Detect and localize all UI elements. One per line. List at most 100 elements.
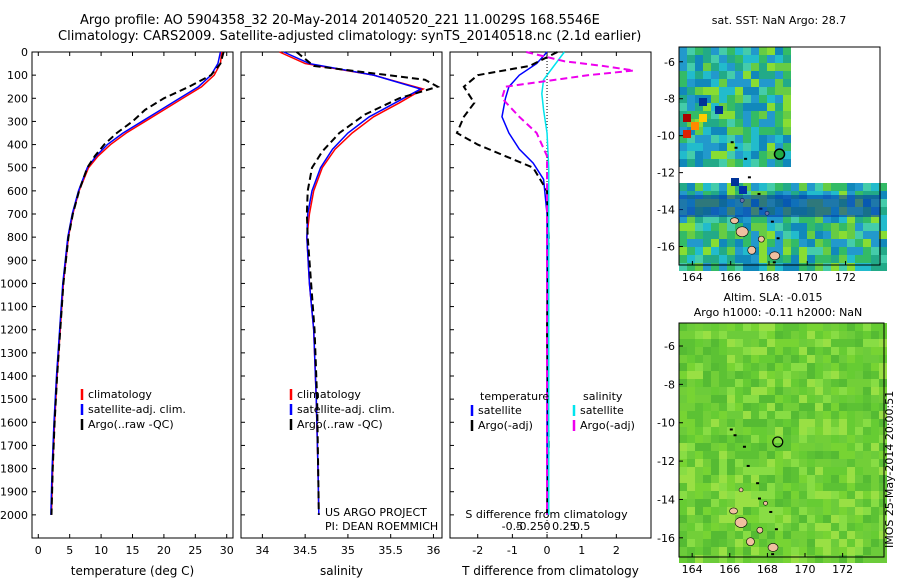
map-cell [775, 135, 783, 143]
map-cell [711, 403, 719, 411]
map-cell [703, 371, 711, 379]
map-cell [847, 323, 855, 331]
map-cell [711, 63, 719, 71]
map-cell [751, 323, 759, 331]
map-cell [679, 499, 687, 507]
map-cell [751, 239, 759, 247]
map-cell [751, 331, 759, 339]
map-cell [831, 555, 839, 563]
map-cell [727, 231, 735, 239]
map-cell [831, 539, 839, 547]
map-cell [823, 395, 831, 403]
map-cell [775, 547, 783, 555]
map-cell [695, 255, 703, 263]
map-cell [871, 255, 879, 263]
legend-label: Argo(..raw -QC) [297, 418, 383, 431]
map-cell [767, 443, 775, 451]
map-cell [759, 47, 767, 55]
map-cell [711, 71, 719, 79]
map-cell [879, 403, 887, 411]
map-cell [863, 515, 871, 523]
map-cell [831, 411, 839, 419]
y-tick-label: 1600 [0, 416, 28, 429]
map-cell [775, 239, 783, 247]
map-cell [759, 467, 767, 475]
map-cell [783, 443, 791, 451]
map-cell [687, 151, 695, 159]
map-cell [831, 515, 839, 523]
map-cell [735, 379, 743, 387]
map-cell [879, 419, 887, 427]
map-cell [855, 419, 863, 427]
map-cell [743, 255, 751, 263]
map-cell [791, 499, 799, 507]
map-cell [791, 427, 799, 435]
map-cell [815, 379, 823, 387]
map-cell [823, 387, 831, 395]
map-cell [871, 459, 879, 467]
map-cell [695, 443, 703, 451]
map-cell [711, 159, 719, 167]
island-shape [763, 500, 768, 506]
map-cell [807, 491, 815, 499]
map-cell [719, 263, 727, 271]
map-cell [871, 363, 879, 371]
map-cell [815, 539, 823, 547]
map-cell [871, 223, 879, 231]
map-cell [831, 331, 839, 339]
y-tick-label: 1000 [0, 277, 28, 290]
map-cell [719, 435, 727, 443]
map-cell [871, 475, 879, 483]
map-cell [679, 143, 687, 151]
x-tick-label: 170 [795, 563, 816, 576]
map-cell [775, 435, 783, 443]
map-cell [783, 395, 791, 403]
map-cell [751, 355, 759, 363]
map-cell [879, 263, 887, 271]
map-cell [703, 363, 711, 371]
map-cell [823, 515, 831, 523]
x-tick-label: 166 [720, 271, 741, 284]
map-cell [823, 435, 831, 443]
map-cell [767, 263, 775, 271]
map-cell [759, 523, 767, 531]
legend-label: climatology [297, 388, 361, 401]
y-tick-label: 0 [21, 46, 28, 59]
map-cell [807, 515, 815, 523]
map-cell [679, 555, 687, 563]
x-tick-label: 172 [832, 563, 853, 576]
map-cell [703, 347, 711, 355]
map-cell [799, 483, 807, 491]
map-cell [791, 459, 799, 467]
map-cell [775, 395, 783, 403]
map-cell [871, 247, 879, 255]
map-cell [783, 111, 791, 119]
map-cell [711, 55, 719, 63]
map-cell [783, 379, 791, 387]
map-cell [679, 135, 687, 143]
map-cell [751, 111, 759, 119]
annotation-line-1: US ARGO PROJECT [325, 506, 427, 519]
map-cell [711, 135, 719, 143]
map-cell [767, 499, 775, 507]
map-cell [735, 71, 743, 79]
map-cell [775, 79, 783, 87]
map-cell [751, 119, 759, 127]
map-cell [743, 143, 751, 151]
map-cell [727, 79, 735, 87]
map-cell [679, 71, 687, 79]
map-cell [879, 427, 887, 435]
sla_map-frame [678, 322, 885, 558]
map-cell [719, 475, 727, 483]
map-cell [815, 371, 823, 379]
map-cell [743, 419, 751, 427]
map-cell [815, 239, 823, 247]
map-cell [783, 55, 791, 63]
map-cell [759, 143, 767, 151]
map-cell [759, 387, 767, 395]
map-cell [831, 475, 839, 483]
map-cell [743, 87, 751, 95]
y-tick-label: 700 [7, 208, 28, 221]
map-cell [695, 231, 703, 239]
map-cell [759, 71, 767, 79]
